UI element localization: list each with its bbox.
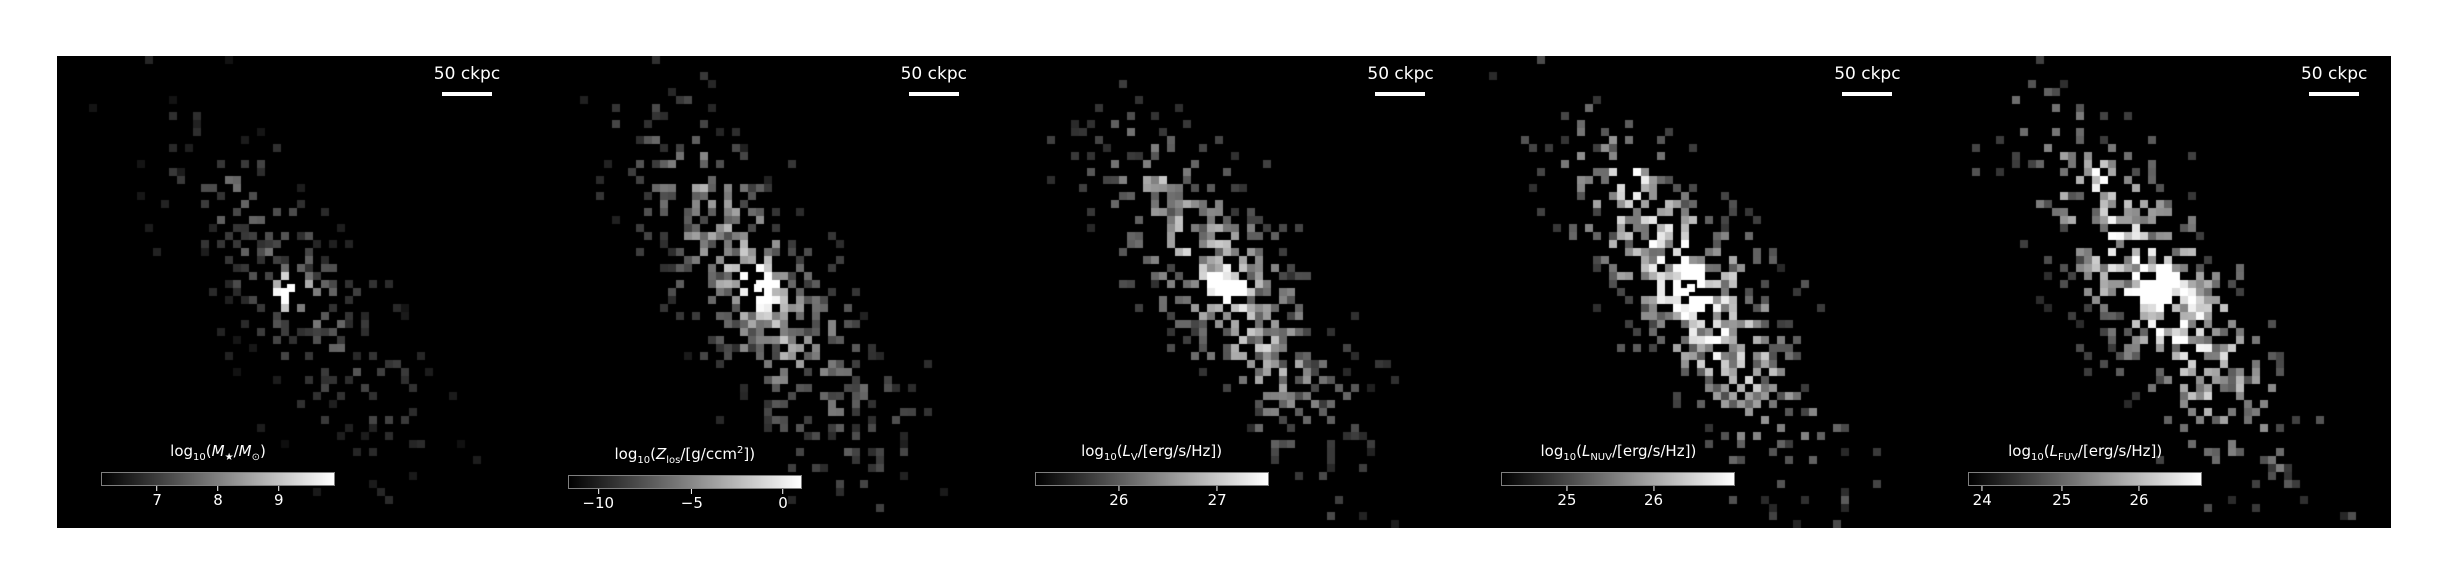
figure-grid: 50 ckpc log10(M★/M⊙) 7 8 9 50 ckpc log10(Zlos/… [57,56,2391,528]
galaxy-map-metallicity [523,56,990,528]
colorbar-ticks: 25 26 [1501,486,1735,512]
colorbar-tick: 8 [213,486,223,509]
colorbar-label: log10(M★/M⊙) [170,442,266,463]
galaxy-map-stellar-mass [57,56,523,528]
colorbar-tick-label: 25 [1557,491,1577,509]
scalebar: 50 ckpc [2301,64,2367,96]
colorbar-tick-label: −5 [680,494,703,512]
colorbar-tick: 25 [2052,486,2071,509]
scalebar-label: 50 ckpc [433,64,501,84]
scalebar-label: 50 ckpc [1834,64,1901,84]
colorbar-tick: 7 [152,486,162,509]
colorbar: log10(LV/[erg/s/Hz]) 26 27 [1034,442,1269,512]
scalebar-label: 50 ckpc [1367,64,1434,84]
panel-metallicity: 50 ckpc log10(Zlos/[g/ccm2]) −10 −5 0 [523,56,991,528]
colorbar-tick-label: 9 [274,491,284,509]
colorbar-label: log10(LV/[erg/s/Hz]) [1081,442,1223,463]
colorbar: log10(LNUV/[erg/s/Hz]) 25 26 [1501,442,1736,512]
colorbar: log10(M★/M⊙) 7 8 9 [101,442,335,512]
colorbar-tick-label: −10 [582,494,615,512]
colorbar-ticks: −10 −5 0 [568,489,802,515]
scalebar: 50 ckpc [1367,64,1434,96]
panel-stellar-mass: 50 ckpc log10(M★/M⊙) 7 8 9 [57,56,524,528]
colorbar-label: log10(LFUV/[erg/s/Hz]) [2008,442,2163,463]
galaxy-map-fuv [1924,56,2391,528]
colorbar-tick-label: 27 [1207,491,1227,509]
colorbar-tick: 24 [1973,486,1992,509]
colorbar-tick: 0 [778,489,788,512]
colorbar-gradient [1501,472,1736,486]
colorbar-tick: −5 [681,489,703,512]
colorbar-tick-label: 7 [152,491,162,509]
colorbar-tick-label: 8 [213,491,223,509]
colorbar-gradient [567,475,802,489]
galaxy-map-nuv [1457,56,1924,528]
colorbar-tick-label: 25 [2052,491,2072,509]
colorbar-tick-label: 26 [2129,491,2149,509]
scalebar-line [2308,92,2359,96]
panel-fuv: 50 ckpc log10(LFUV/[erg/s/Hz]) 24 25 26 [1924,56,2391,528]
scalebar-line [1842,92,1893,96]
scalebar: 50 ckpc [901,64,967,96]
colorbar-tick-label: 0 [778,494,788,512]
panel-nuv: 50 ckpc log10(LNUV/[erg/s/Hz]) 25 26 [1457,56,1925,528]
colorbar-tick: 27 [1208,486,1227,509]
colorbar-tick-label: 24 [1972,491,1992,509]
scalebar-label: 50 ckpc [2300,64,2368,84]
colorbar-label: log10(Zlos/[g/ccm2]) [614,445,756,466]
colorbar-tick: 26 [2129,486,2149,509]
colorbar-ticks: 24 25 26 [1968,486,2202,512]
colorbar-gradient [1034,472,1269,486]
galaxy-map-v-band [990,56,1457,528]
colorbar: log10(Zlos/[g/ccm2]) −10 −5 0 [567,442,802,515]
colorbar-tick: −10 [582,489,614,512]
colorbar-ticks: 26 27 [1035,486,1269,512]
scalebar-line [908,92,959,96]
colorbar-ticks: 7 8 9 [101,486,335,512]
colorbar: log10(LFUV/[erg/s/Hz]) 24 25 26 [1968,442,2203,512]
scalebar: 50 ckpc [1834,64,1901,96]
colorbar-tick: 26 [1644,486,1663,509]
colorbar-tick: 25 [1557,486,1576,509]
colorbar-tick-label: 26 [1643,491,1664,509]
colorbar-tick: 9 [274,486,284,509]
colorbar-gradient [1968,472,2203,486]
panel-v-band: 50 ckpc log10(LV/[erg/s/Hz]) 26 27 [990,56,1458,528]
colorbar-tick-label: 26 [1109,491,1129,509]
colorbar-gradient [101,472,335,486]
scalebar-line [441,92,492,96]
colorbar-tick: 26 [1109,486,1128,509]
colorbar-label: log10(LNUV/[erg/s/Hz]) [1540,442,1697,463]
scalebar: 50 ckpc [434,64,500,96]
scalebar-label: 50 ckpc [900,64,967,84]
scalebar-line [1375,92,1426,96]
